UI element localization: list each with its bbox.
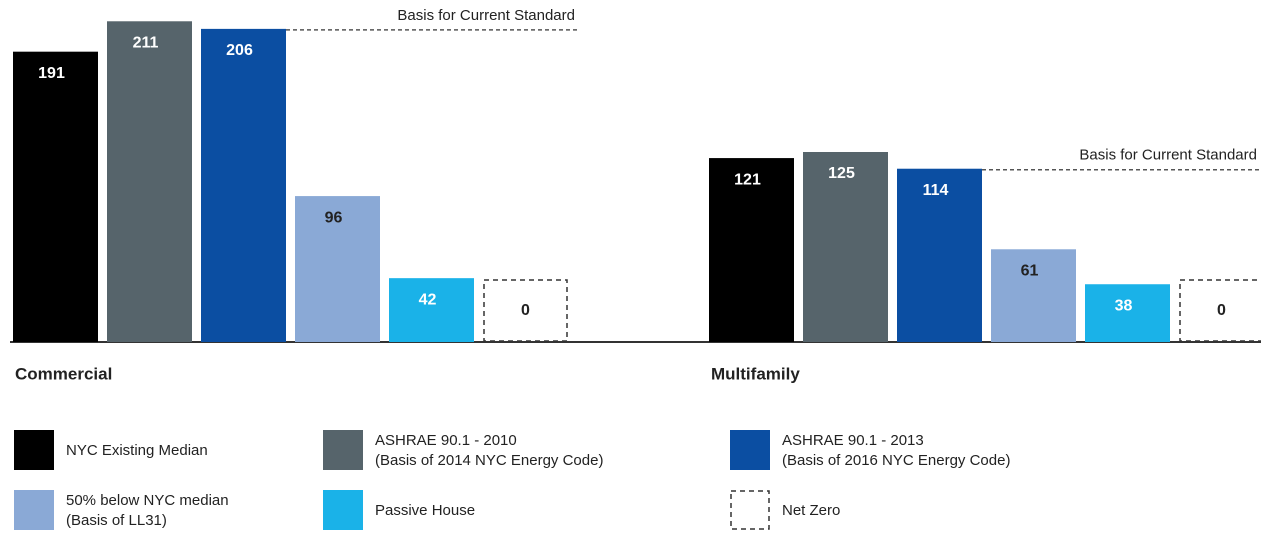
legend-label: 50% below NYC median (66, 492, 229, 509)
legend-swatch (14, 490, 54, 530)
value-label: 0 (521, 302, 530, 319)
bar (483, 279, 568, 342)
legend-swatch (323, 490, 363, 530)
value-label: 114 (923, 182, 949, 199)
value-label: 61 (1021, 262, 1039, 279)
legend-swatch (730, 430, 770, 470)
group-label: Multifamily (711, 364, 800, 383)
legend-swatch (730, 490, 770, 530)
bar (1179, 279, 1261, 342)
legend-label: NYC Existing Median (66, 442, 208, 459)
value-label: 42 (419, 291, 437, 308)
bar (295, 196, 380, 342)
annotation: Basis for Current Standard (397, 7, 575, 24)
bar (709, 158, 794, 342)
legend-note: (Basis of 2016 NYC Energy Code) (782, 452, 1010, 469)
bar (897, 168, 982, 342)
bar (803, 152, 888, 342)
legend-label: ASHRAE 90.1 - 2013 (782, 432, 924, 449)
value-label: 121 (734, 171, 761, 188)
value-label: 0 (1217, 302, 1226, 319)
value-label: 96 (325, 209, 343, 226)
legend-label: ASHRAE 90.1 - 2010 (375, 432, 517, 449)
bar (389, 278, 474, 342)
value-label: 206 (226, 42, 253, 59)
legend-note: (Basis of LL31) (66, 512, 167, 529)
value-label: 38 (1115, 297, 1133, 314)
bar (201, 28, 286, 342)
value-label: 191 (38, 65, 65, 82)
bar (991, 249, 1076, 342)
bar (13, 51, 98, 343)
legend-label: Passive House (375, 502, 475, 519)
value-label: 211 (133, 34, 159, 51)
value-label: 125 (828, 165, 855, 182)
annotation: Basis for Current Standard (1079, 147, 1257, 164)
group-label: Commercial (15, 364, 112, 383)
legend-note: (Basis of 2014 NYC Energy Code) (375, 452, 603, 469)
bar (107, 21, 192, 343)
bar (1085, 284, 1170, 342)
legend-label: Net Zero (782, 502, 840, 519)
legend-swatch (323, 430, 363, 470)
legend-swatch (14, 430, 54, 470)
